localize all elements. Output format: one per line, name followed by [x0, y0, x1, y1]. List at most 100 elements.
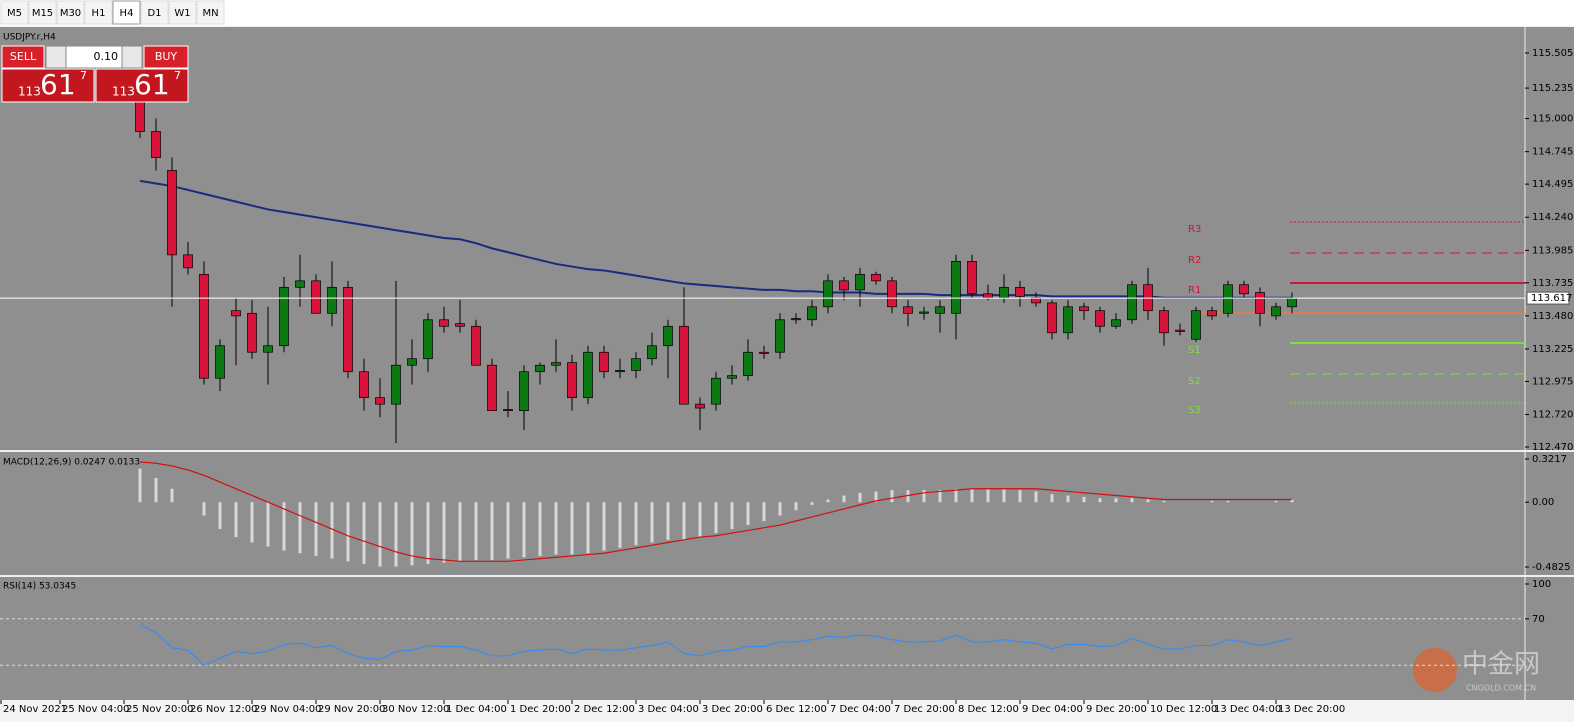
price-tick-label: 115.505	[1532, 48, 1573, 59]
candle-body	[327, 286, 337, 314]
bid-box[interactable]	[1, 68, 95, 103]
candle-body	[535, 364, 545, 373]
candle-body	[1239, 284, 1249, 295]
candle-body	[167, 170, 177, 256]
rsi-tick-label: 70	[1532, 614, 1545, 625]
sell-text[interactable]: SELL	[10, 50, 37, 63]
timeframe-label[interactable]: H4	[120, 8, 134, 19]
time-label: 30 Nov 12:00	[382, 704, 449, 715]
candle-body	[503, 409, 513, 412]
candle-body	[919, 311, 929, 314]
candle-body	[1095, 310, 1105, 327]
candle-body	[455, 323, 465, 327]
candle-body	[423, 319, 433, 360]
candle-body	[807, 306, 817, 321]
timeframe-tab[interactable]	[112, 0, 141, 25]
time-label: 24 Nov 2021	[3, 704, 67, 715]
macd-signal	[139, 461, 1292, 562]
time-label: 9 Dec 04:00	[1022, 704, 1083, 715]
candle-body	[791, 318, 801, 321]
trade-widget: SELL 0.10 BUY 113 61 7 113 61 7	[1, 45, 189, 103]
rsi-line	[139, 624, 1293, 666]
ask-big: 113	[112, 85, 135, 99]
price-tick-label: 113.735	[1532, 278, 1573, 289]
time-label: 1 Dec 20:00	[510, 704, 571, 715]
timeframe-tab[interactable]	[28, 0, 57, 25]
candle-body	[1015, 286, 1025, 297]
price-tick-label: 113.480	[1532, 311, 1573, 322]
candle-body	[439, 319, 449, 327]
lot-up[interactable]	[121, 45, 143, 69]
timeframe-label[interactable]: M15	[32, 8, 53, 19]
candle-body	[711, 377, 721, 405]
timeframe-label[interactable]: M5	[7, 8, 22, 19]
lot-value[interactable]: 0.10	[94, 50, 119, 63]
time-label: 7 Dec 20:00	[894, 704, 955, 715]
price-tick-label: 112.470	[1532, 442, 1573, 453]
price-tick-label: 113.985	[1532, 245, 1573, 256]
candle-body	[151, 131, 161, 158]
price-tick-label: 115.235	[1532, 83, 1573, 94]
timeframe-label[interactable]: MN	[202, 8, 218, 19]
timeframe-tab[interactable]	[196, 0, 225, 25]
candle-body	[375, 397, 385, 405]
candle-body	[391, 364, 401, 405]
time-label: 1 Dec 04:00	[446, 704, 507, 715]
time-label: 6 Dec 12:00	[766, 704, 827, 715]
sell-button[interactable]	[1, 45, 45, 69]
timeframe-label[interactable]: D1	[147, 8, 161, 19]
candle-body	[1191, 310, 1201, 340]
time-label: 13 Dec 20:00	[1278, 704, 1345, 715]
buy-text[interactable]: BUY	[155, 50, 178, 63]
candle-body	[983, 293, 993, 299]
candle-body	[935, 306, 945, 314]
candle-body	[1223, 284, 1233, 314]
price-tick-label: 112.720	[1532, 410, 1573, 421]
moving-average	[139, 179, 1292, 299]
timeframe-tab[interactable]	[56, 0, 85, 25]
time-label: 2 Dec 12:00	[574, 704, 635, 715]
candle-body	[359, 371, 369, 399]
candle-body	[647, 345, 657, 360]
candle-body	[263, 345, 273, 353]
timeframe-label[interactable]: W1	[174, 8, 190, 19]
timeframe-tab[interactable]	[0, 0, 29, 25]
macd-label: MACD(12,26,9) 0.0247 0.0133	[3, 458, 140, 468]
pivot-label: S2	[1188, 376, 1201, 387]
candle-body	[487, 364, 497, 412]
price-tick-label: 115.000	[1532, 114, 1573, 125]
timeframe-tab[interactable]	[140, 0, 169, 25]
time-axis-bar	[0, 700, 1574, 722]
candle-body	[1079, 306, 1089, 312]
candle-body	[311, 280, 321, 314]
candle-body	[247, 312, 257, 353]
pivot-label: R2	[1188, 255, 1201, 266]
timeframe-tab[interactable]	[168, 0, 197, 25]
time-label: 10 Dec 12:00	[1150, 704, 1217, 715]
lot-down[interactable]	[45, 45, 67, 69]
buy-button[interactable]	[143, 45, 189, 69]
candle-body	[1111, 319, 1121, 327]
candle-body	[951, 261, 961, 314]
candle-body	[759, 351, 769, 354]
candle-body	[1159, 310, 1169, 334]
candle-body	[775, 319, 785, 353]
pivot-label: R1	[1188, 285, 1201, 296]
price-tick-label: 114.240	[1532, 212, 1573, 223]
candle-body	[343, 286, 353, 373]
rsi-tick-label: 100	[1532, 579, 1551, 590]
timeframe-tab[interactable]	[84, 0, 113, 25]
candle-body	[519, 371, 529, 412]
rsi-label: RSI(14) 53.0345	[3, 582, 76, 592]
candle-body	[871, 273, 881, 282]
candle-body	[743, 351, 753, 376]
time-label: 7 Dec 04:00	[830, 704, 891, 715]
timeframe-label[interactable]: M30	[60, 8, 81, 19]
candle-body	[1063, 306, 1073, 334]
ask-box[interactable]	[95, 68, 189, 103]
timeframe-label[interactable]: H1	[92, 8, 106, 19]
watermark-logo	[1413, 648, 1457, 692]
time-label: 29 Nov 04:00	[254, 704, 321, 715]
candle-body	[583, 351, 593, 399]
candle-body	[615, 370, 625, 373]
